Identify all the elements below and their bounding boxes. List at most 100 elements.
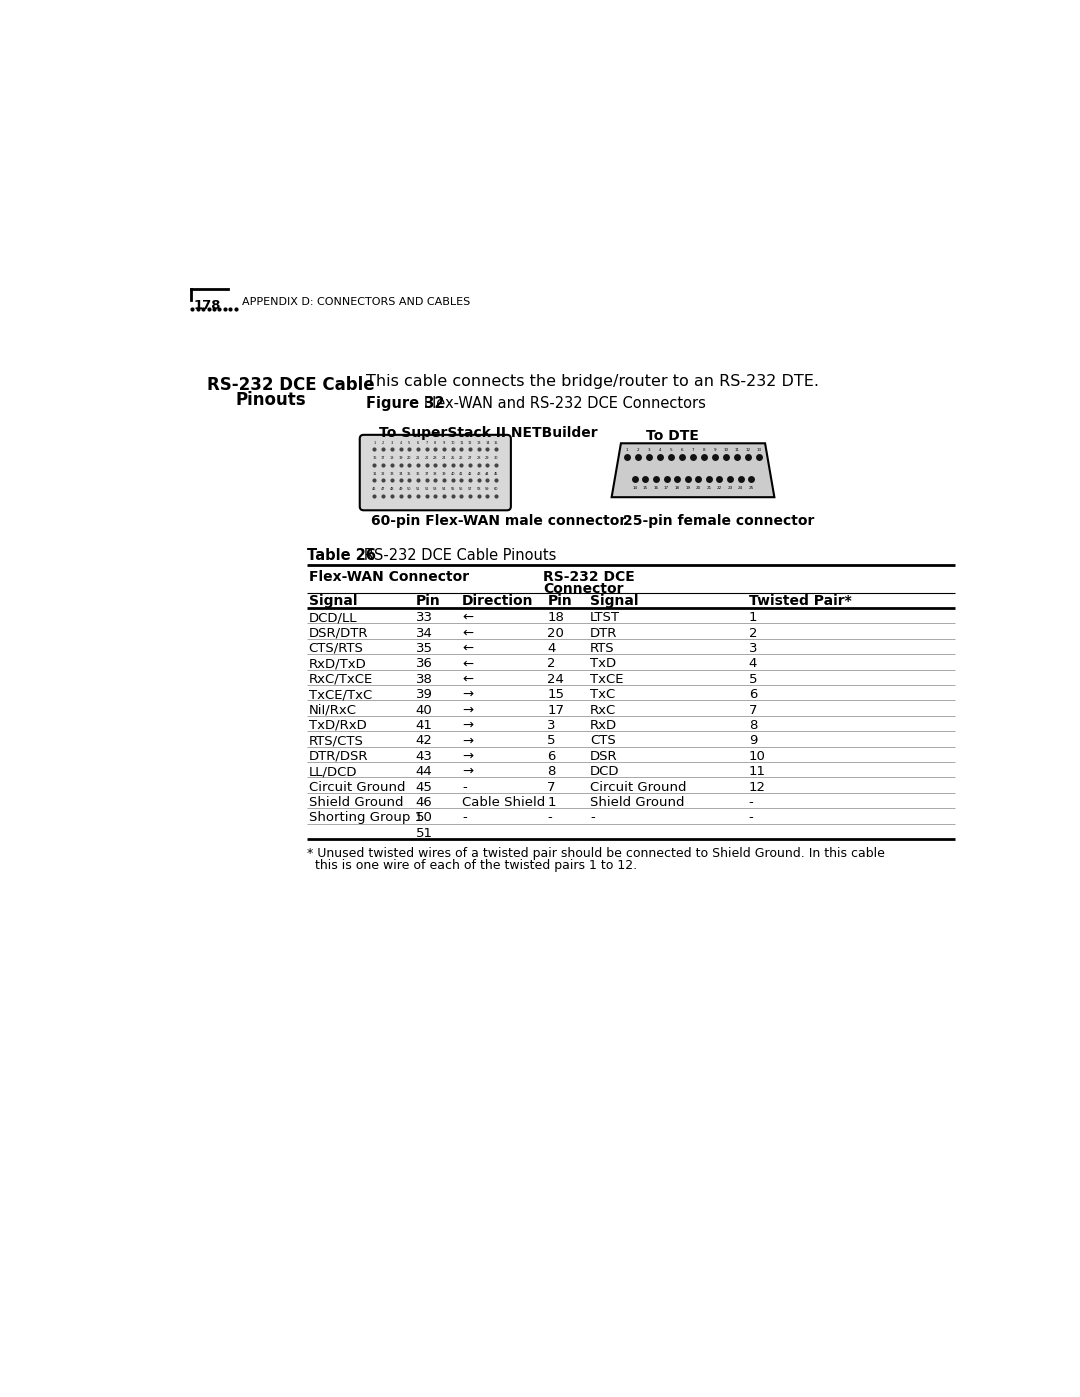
Text: 15: 15 [548,689,564,701]
Text: To SuperStack II NETBuilder: To SuperStack II NETBuilder [379,426,597,440]
Text: 41: 41 [459,472,463,475]
Text: 7: 7 [548,781,556,793]
Text: 19: 19 [685,486,690,490]
Text: 18: 18 [390,457,394,460]
Text: 17: 17 [664,486,670,490]
Text: 12: 12 [748,781,766,793]
Text: 2: 2 [548,658,556,671]
Text: 30: 30 [494,457,498,460]
Text: Shield Ground: Shield Ground [590,796,685,809]
Text: CTS/RTS: CTS/RTS [309,643,364,655]
Text: Flex-WAN Connector: Flex-WAN Connector [309,570,469,584]
Text: 17: 17 [381,457,386,460]
Text: 40: 40 [416,704,432,717]
Text: 24: 24 [442,457,446,460]
Text: 33: 33 [416,610,433,624]
Text: 5: 5 [548,735,556,747]
Text: 8: 8 [434,441,436,444]
Text: RxC: RxC [590,704,617,717]
Text: 18: 18 [548,610,564,624]
Text: 15: 15 [494,441,498,444]
Text: 17: 17 [548,704,564,717]
Text: 52: 52 [424,488,429,490]
Text: Circuit Ground: Circuit Ground [309,781,405,793]
Text: 19: 19 [399,457,403,460]
Text: 5: 5 [748,673,757,686]
Text: 9: 9 [748,735,757,747]
FancyBboxPatch shape [360,434,511,510]
Text: 59: 59 [485,488,489,490]
Text: Flex-WAN and RS-232 DCE Connectors: Flex-WAN and RS-232 DCE Connectors [410,395,706,411]
Text: 18: 18 [675,486,679,490]
Text: DCD: DCD [590,766,620,778]
Text: -: - [462,812,467,824]
Text: 9: 9 [714,448,716,451]
Text: 6: 6 [748,689,757,701]
Text: 43: 43 [416,750,432,763]
Text: 2: 2 [637,448,639,451]
Text: →: → [462,735,473,747]
Text: To DTE: To DTE [647,429,700,443]
Text: Signal: Signal [590,594,638,608]
Text: 11: 11 [459,441,463,444]
Text: 4: 4 [748,658,757,671]
Text: 16: 16 [373,457,377,460]
Text: TxC: TxC [590,689,616,701]
Text: 37: 37 [424,472,429,475]
Text: RS-232 DCE: RS-232 DCE [543,570,635,584]
Text: 25: 25 [748,486,754,490]
Text: DTR/DSR: DTR/DSR [309,750,368,763]
Text: 51: 51 [416,488,420,490]
Text: * Unused twisted wires of a twisted pair should be connected to Shield Ground. I: * Unused twisted wires of a twisted pair… [307,847,885,859]
Text: 44: 44 [416,766,432,778]
Text: 56: 56 [459,488,463,490]
Text: RS-232 DCE Cable: RS-232 DCE Cable [207,376,375,394]
Polygon shape [611,443,774,497]
Text: 34: 34 [416,627,432,640]
Text: 8: 8 [548,766,556,778]
Text: -: - [590,812,595,824]
Text: 22: 22 [424,457,429,460]
Text: 45: 45 [416,781,432,793]
Text: Connector: Connector [543,583,624,597]
Text: 29: 29 [485,457,489,460]
Text: 46: 46 [373,488,377,490]
Text: 40: 40 [450,472,455,475]
Text: 11: 11 [748,766,766,778]
Text: DSR/DTR: DSR/DTR [309,627,368,640]
Text: 21: 21 [706,486,712,490]
Text: 50: 50 [407,488,411,490]
Text: Twisted Pair*: Twisted Pair* [748,594,851,608]
Text: 4: 4 [659,448,661,451]
Text: APPENDIX D: CONNECTORS AND CABLES: APPENDIX D: CONNECTORS AND CABLES [242,298,470,307]
Text: 38: 38 [416,673,432,686]
Text: 6: 6 [548,750,556,763]
Text: 22: 22 [717,486,723,490]
Text: ←: ← [462,643,473,655]
Text: this is one wire of each of the twisted pairs 1 to 12.: this is one wire of each of the twisted … [307,859,637,872]
Text: ←: ← [462,658,473,671]
Text: 41: 41 [416,719,432,732]
Text: 1: 1 [548,796,556,809]
Text: 48: 48 [390,488,394,490]
Text: 46: 46 [416,796,432,809]
Text: 5: 5 [670,448,673,451]
Text: RxC/TxCE: RxC/TxCE [309,673,373,686]
Text: →: → [462,704,473,717]
Text: 15: 15 [643,486,648,490]
Text: 57: 57 [468,488,472,490]
Text: 53: 53 [433,488,437,490]
Text: 42: 42 [468,472,472,475]
Text: -: - [548,812,552,824]
Text: 36: 36 [416,472,420,475]
Text: 1: 1 [626,448,629,451]
Text: LTST: LTST [590,610,620,624]
Text: 50: 50 [416,812,432,824]
Text: 32: 32 [381,472,386,475]
Text: Cable Shield: Cable Shield [462,796,545,809]
Text: 47: 47 [381,488,386,490]
Text: 43: 43 [476,472,481,475]
Text: 25: 25 [450,457,455,460]
Text: 20: 20 [696,486,701,490]
Text: 39: 39 [416,689,432,701]
